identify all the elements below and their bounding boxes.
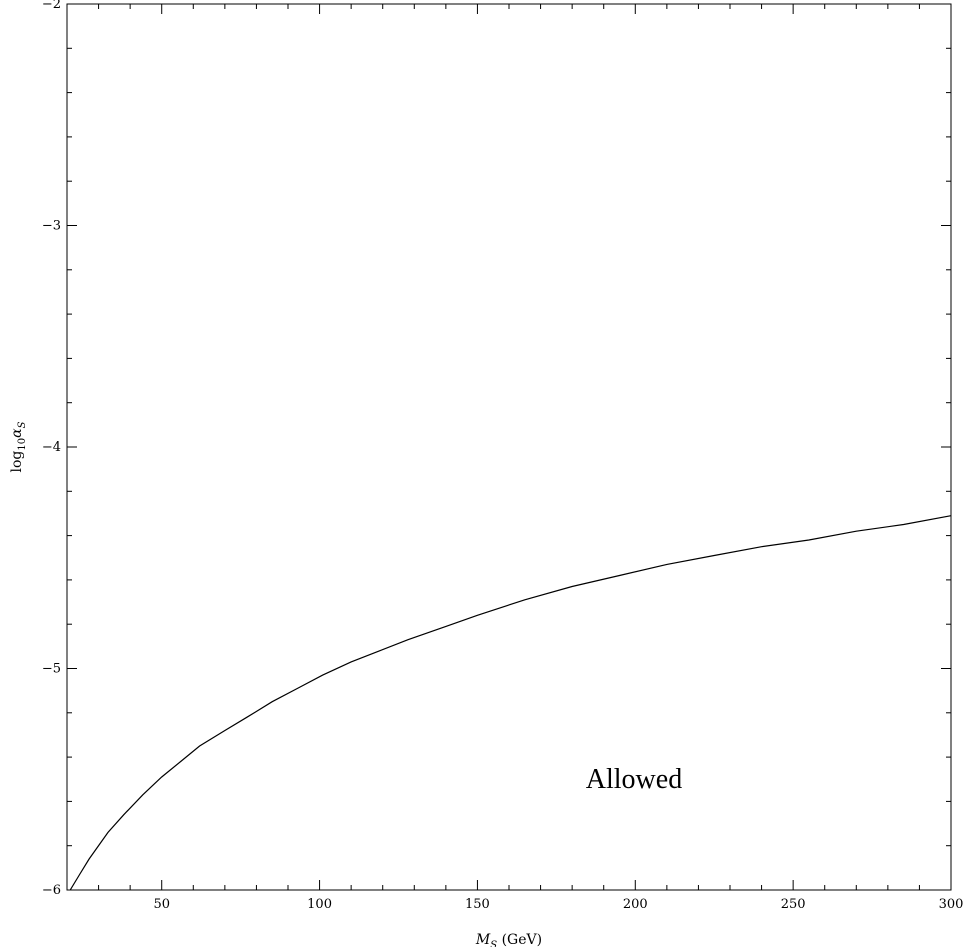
x-tick-label: 300 — [939, 897, 964, 912]
axis-ticks — [66, 3, 952, 891]
series-line — [69, 515, 952, 891]
y-tick-label: −2 — [42, 0, 61, 12]
x-tick-label: 50 — [153, 897, 170, 912]
y-axis-title: log10αS — [9, 421, 28, 472]
x-tick-label: 150 — [465, 897, 490, 912]
plot-frame — [66, 3, 952, 891]
x-tick-label: 250 — [781, 897, 806, 912]
x-tick-label: 200 — [623, 897, 648, 912]
y-tick-label: −6 — [42, 883, 61, 898]
x-tick-label: 100 — [307, 897, 332, 912]
tick-labels: 50 100 150 200 250 300 −6 −5 −4 −3 −2 — [42, 0, 964, 912]
x-axis-title: MS (GeV) — [475, 932, 542, 947]
y-tick-label: −3 — [42, 219, 61, 234]
annotation-allowed: Allowed — [586, 764, 682, 795]
y-tick-label: −5 — [42, 662, 61, 677]
y-tick-label: −4 — [42, 440, 61, 455]
